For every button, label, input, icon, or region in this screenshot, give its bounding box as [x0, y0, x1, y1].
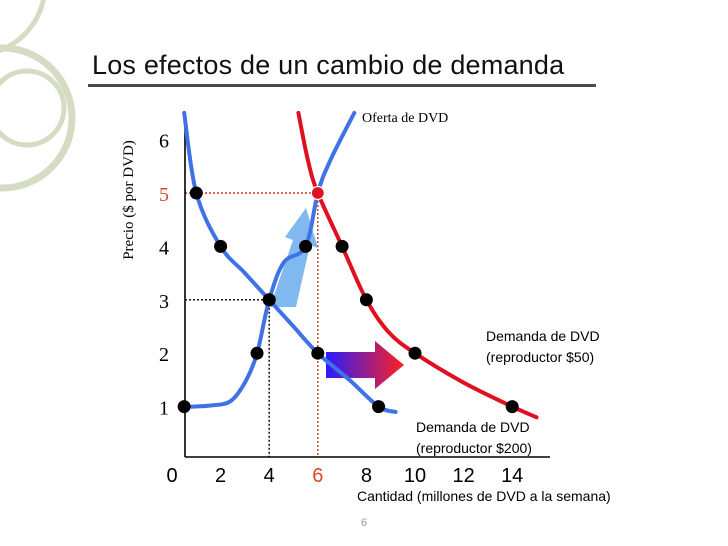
- y-axis-label: Precio ($ por DVD): [121, 140, 137, 260]
- x-tick-12: 12: [452, 465, 474, 487]
- y-tick-6: 6: [159, 131, 169, 153]
- curve-demanda-de-dvd-reproductor-200: [182, 110, 398, 414]
- x-tick-8: 8: [361, 465, 372, 487]
- point-demanda-de-dvd-reproductor-200-2: [214, 239, 228, 253]
- x-tick-10: 10: [404, 465, 426, 487]
- x-axis-label: Cantidad (millones de DVD a la semana): [357, 488, 611, 504]
- shift-arrow-shape: [326, 341, 404, 389]
- curve-demanda-de-dvd-reproductor-50: [296, 110, 539, 420]
- point-demanda-de-dvd-reproductor-200-1: [189, 186, 203, 200]
- x-tick-14: 14: [501, 465, 523, 487]
- point-demanda-de-dvd-reproductor-50-5: [505, 400, 519, 414]
- y-tick-5: 5: [159, 184, 169, 206]
- decor-circle-medium: [0, 68, 67, 148]
- point-oferta-de-dvd-2: [250, 346, 264, 360]
- decorative-circles: [0, 0, 76, 192]
- demand-new-label-line1: Demanda de DVD: [486, 328, 600, 344]
- point-demanda-de-dvd-reproductor-50-4: [408, 346, 422, 360]
- page-number: 6: [360, 517, 368, 529]
- guide-lines: [185, 192, 319, 457]
- x-tick-2: 2: [215, 465, 226, 487]
- x-tick-labels: 0 2 4 6 8 10 12 14: [166, 465, 523, 487]
- demand-original-label-line2: (reproductor $200): [416, 440, 532, 456]
- equilibrium-new-point: [310, 185, 325, 201]
- title-underline: [88, 84, 596, 87]
- slide-title: Los efectos de un cambio de demanda: [92, 50, 565, 80]
- point-oferta-de-dvd-1: [177, 400, 191, 414]
- y-tick-4: 4: [159, 237, 169, 259]
- point-oferta-de-dvd-4: [299, 239, 313, 253]
- y-tick-labels: 1 2 3 4 5 6: [159, 131, 169, 420]
- point-demanda-de-dvd-reproductor-200-3: [262, 293, 276, 307]
- point-demanda-de-dvd-reproductor-50-3: [359, 293, 373, 307]
- point-demanda-de-dvd-reproductor-200-4: [311, 346, 325, 360]
- x-tick-0: 0: [166, 465, 177, 487]
- point-demanda-de-dvd-reproductor-200-5: [372, 400, 386, 414]
- y-tick-3: 3: [159, 291, 169, 313]
- y-tick-2: 2: [159, 344, 169, 366]
- demand-new-label-line2: (reproductor $50): [486, 349, 594, 365]
- supply-label: Oferta de DVD: [362, 111, 448, 126]
- x-tick-4: 4: [264, 465, 275, 487]
- demand-original-label-line1: Demanda de DVD: [416, 419, 530, 435]
- markers: [177, 185, 519, 414]
- point-demanda-de-dvd-reproductor-50-2: [335, 239, 349, 253]
- demand-shift-arrow: [326, 341, 404, 389]
- y-tick-1: 1: [159, 398, 169, 420]
- x-tick-6: 6: [312, 465, 323, 487]
